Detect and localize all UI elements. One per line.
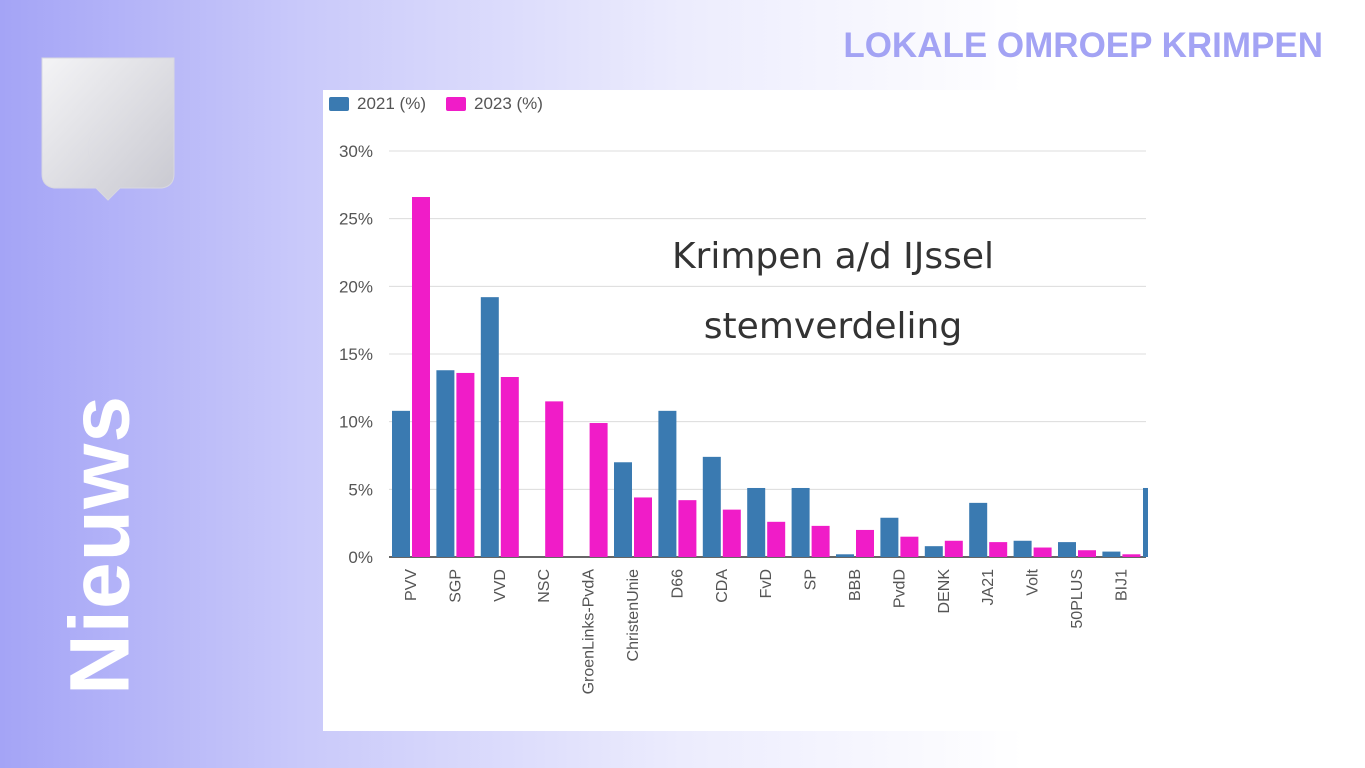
legend-item-2023[interactable]: 2023 (%) — [445, 94, 543, 114]
x-tick-label: FvD — [758, 569, 775, 598]
bar-2023 — [1078, 550, 1096, 557]
y-tick-label: 30% — [339, 142, 373, 161]
bar-2021 — [614, 462, 632, 557]
bar-2021 — [747, 487, 766, 557]
x-tick-label: DENK — [936, 569, 953, 614]
x-tick-label: SGP — [447, 569, 464, 603]
legend-label-2021: 2021 (%) — [357, 94, 426, 113]
x-tick-label: 50PLUS — [1069, 569, 1086, 629]
bar-2021 — [702, 456, 721, 557]
x-tick-label: D66 — [669, 569, 686, 598]
x-tick-label: SP — [803, 569, 820, 590]
x-tick-label: GroenLinks-PvdA — [581, 569, 598, 695]
bar-chart: 0% 5% 10% 15% 20% 25% 30% PVV SGP VVD NSC GroenLink… — [339, 142, 1148, 695]
x-tick-label: BBB — [847, 569, 864, 601]
bar-2023 — [678, 500, 697, 557]
x-tick-label: Volt — [1025, 568, 1042, 595]
legend-item-2021[interactable]: 2021 (%) — [329, 94, 426, 114]
chart-panel: 2021 (%) 2023 (%) 0% 5% 10% 15% 20% 25% 30% PVV… — [323, 90, 1148, 731]
x-tick-label: JA21 — [980, 569, 997, 606]
bar-2023 — [900, 536, 919, 557]
bar-2023 — [412, 197, 430, 557]
legend-swatch-2021 — [329, 97, 349, 111]
bar-2021 — [392, 410, 410, 557]
bar-2021 — [658, 410, 677, 557]
bar-partial — [1143, 487, 1148, 557]
bar-2021 — [836, 554, 854, 557]
y-tick-label: 5% — [348, 480, 373, 499]
x-tick-label: BIJ1 — [1113, 569, 1130, 601]
bar-2023 — [856, 529, 874, 557]
bar-2021 — [1058, 542, 1076, 557]
bar-2023 — [589, 423, 608, 557]
x-tick-label: ChristenUnie — [625, 569, 642, 662]
chart-legend: 2021 (%) 2023 (%) — [329, 94, 543, 114]
bar-2023 — [545, 401, 564, 557]
y-tick-label: 0% — [348, 548, 373, 567]
bar-2023 — [722, 509, 741, 557]
bar-2021 — [791, 487, 810, 557]
legend-swatch-2023 — [445, 97, 466, 111]
y-tick-label: 25% — [339, 210, 373, 229]
chart-title: Krimpen a/d IJssel stemverdeling — [623, 222, 1043, 362]
legend-label-2023: 2023 (%) — [473, 94, 543, 113]
section-label: Nieuws — [52, 394, 147, 696]
bar-2021 — [1102, 551, 1121, 557]
y-tick-label: 15% — [339, 345, 373, 364]
x-tick-label: PVV — [403, 569, 420, 601]
bar-2023 — [767, 521, 786, 557]
bar-2021 — [436, 370, 455, 557]
bar-2023 — [811, 525, 830, 557]
y-tick-label: 20% — [339, 277, 373, 296]
bar-2023 — [989, 542, 1008, 557]
bar-2021 — [1013, 540, 1032, 557]
bar-2023 — [1033, 547, 1052, 557]
x-tick-label: CDA — [714, 569, 731, 603]
bar-2023 — [944, 540, 963, 557]
station-name: LOKALE OMROEP KRIMPEN — [843, 26, 1323, 65]
x-tick-label: PvdD — [891, 569, 908, 608]
bar-2021 — [969, 502, 988, 557]
bar-2023 — [634, 497, 652, 557]
chart-title-line-1: Krimpen a/d IJssel — [671, 236, 995, 277]
x-tick-label: NSC — [536, 569, 553, 603]
bar-2023 — [1122, 554, 1141, 557]
bar-2021 — [924, 546, 943, 557]
bar-2021 — [880, 517, 899, 557]
crescents-shield-icon — [40, 56, 176, 202]
bar-2023 — [500, 377, 519, 557]
bar-2021 — [480, 297, 499, 557]
chart-title-line-2: stemverdeling — [703, 306, 963, 347]
bar-2023 — [456, 372, 475, 557]
x-tick-label: VVD — [492, 569, 509, 602]
y-tick-label: 10% — [339, 413, 373, 432]
